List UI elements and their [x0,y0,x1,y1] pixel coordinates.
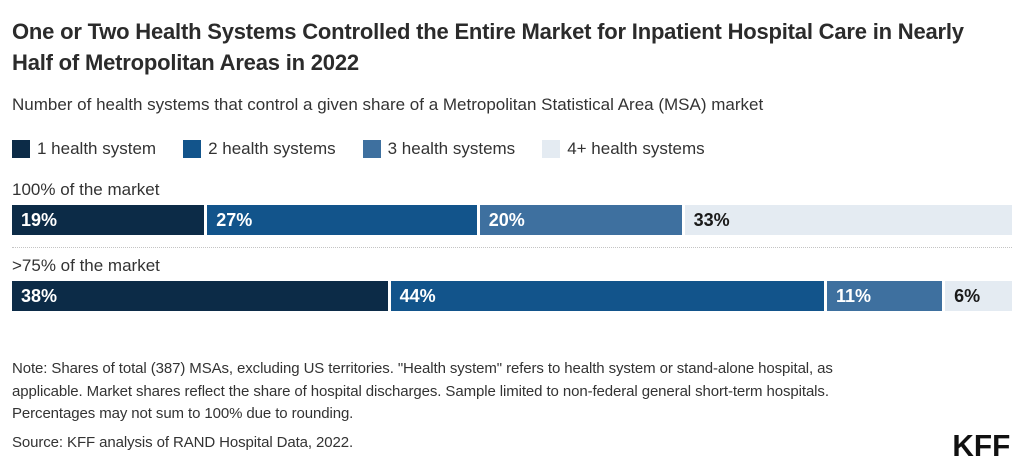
bar-segment-1-health-system: 38% [12,281,388,312]
note-line: Percentages may not sum to 100% due to r… [12,404,354,422]
bar-segment-4-health-systems: 33% [684,205,1012,236]
chart-subtitle: Number of health systems that control a … [12,95,764,115]
legend-item-1-health-system: 1 health system [12,139,156,159]
bar-segment-3-health-systems: 20% [479,205,682,236]
bar-segment-4-health-systems: 6% [945,281,1012,312]
note-line: Note: Shares of total (387) MSAs, exclud… [12,360,833,378]
note-text: Note: Shares of total (387) MSAs, exclud… [12,358,1012,424]
bar-segment-2-health-systems: 27% [207,205,477,236]
bar-row-label-75-percent: >75% of the market [12,256,160,276]
bar-75-percent-of-market: 38% 44% 11% 6% [12,281,1012,312]
legend-label: 1 health system [37,139,157,159]
legend-swatch-3-health-systems [362,140,381,159]
legend: 1 health system 2 health systems 3 healt… [12,139,1012,159]
dotted-separator [12,247,1012,249]
source-text: Source: KFF analysis of RAND Hospital Da… [12,433,354,451]
bar-row-label-100-percent: 100% of the market [12,180,160,200]
bar-100-percent-of-market: 19% 27% 20% 33% [12,205,1012,236]
legend-label: 4+ health systems [567,139,705,159]
legend-label: 3 health systems [387,139,516,159]
bar-segment-3-health-systems: 11% [827,281,943,312]
legend-item-3-health-systems: 3 health systems [362,139,516,159]
legend-item-4plus-health-systems: 4+ health systems [542,139,705,159]
chart-title: One or Two Health Systems Controlled the… [12,19,964,76]
legend-swatch-1-health-system [12,140,30,159]
bar-segment-2-health-systems: 44% [390,281,824,312]
legend-label: 2 health systems [208,139,336,159]
note-line: applicable. Market shares reflect the sh… [12,382,829,400]
legend-swatch-2-health-systems [183,140,202,159]
kff-logo: KFF [952,428,1010,463]
bar-segment-1-health-system: 19% [12,205,205,236]
legend-swatch-4plus-health-systems [542,140,561,159]
legend-item-2-health-systems: 2 health systems [183,139,336,159]
